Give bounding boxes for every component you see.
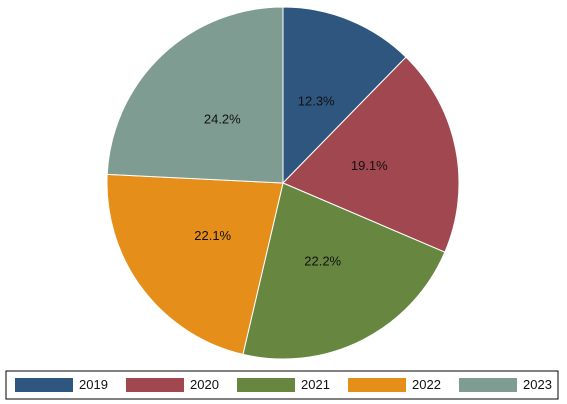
data-label-2023: 24.2% xyxy=(204,111,241,126)
data-label-2019: 12.3% xyxy=(298,94,335,109)
legend: 2019 2020 2021 2022 2023 xyxy=(5,370,559,400)
legend-swatch-2019 xyxy=(15,378,73,392)
data-label-2020: 19.1% xyxy=(351,158,388,173)
legend-swatch-2022 xyxy=(348,378,406,392)
pie-slice-2020 xyxy=(282,56,460,253)
pie-slice-2023 xyxy=(106,6,284,184)
pie-data-labels: 12.3% 19.1% 22.2% 22.1% 24.2% xyxy=(194,94,388,269)
pie-slice-2022 xyxy=(106,173,284,355)
legend-swatch-2023 xyxy=(459,378,517,392)
pie-slice-2021 xyxy=(242,182,446,360)
legend-swatch-2020 xyxy=(126,378,184,392)
legend-label-2019: 2019 xyxy=(79,377,108,392)
pie-slices xyxy=(106,6,460,360)
legend-label-2021: 2021 xyxy=(301,377,330,392)
legend-label-2023: 2023 xyxy=(523,377,552,392)
pie-slice-2019 xyxy=(282,6,407,185)
data-label-2021: 22.2% xyxy=(304,254,341,269)
data-label-2022: 22.1% xyxy=(194,228,231,243)
legend-label-2020: 2020 xyxy=(190,377,219,392)
legend-swatch-2021 xyxy=(237,378,295,392)
legend-label-2022: 2022 xyxy=(412,377,441,392)
